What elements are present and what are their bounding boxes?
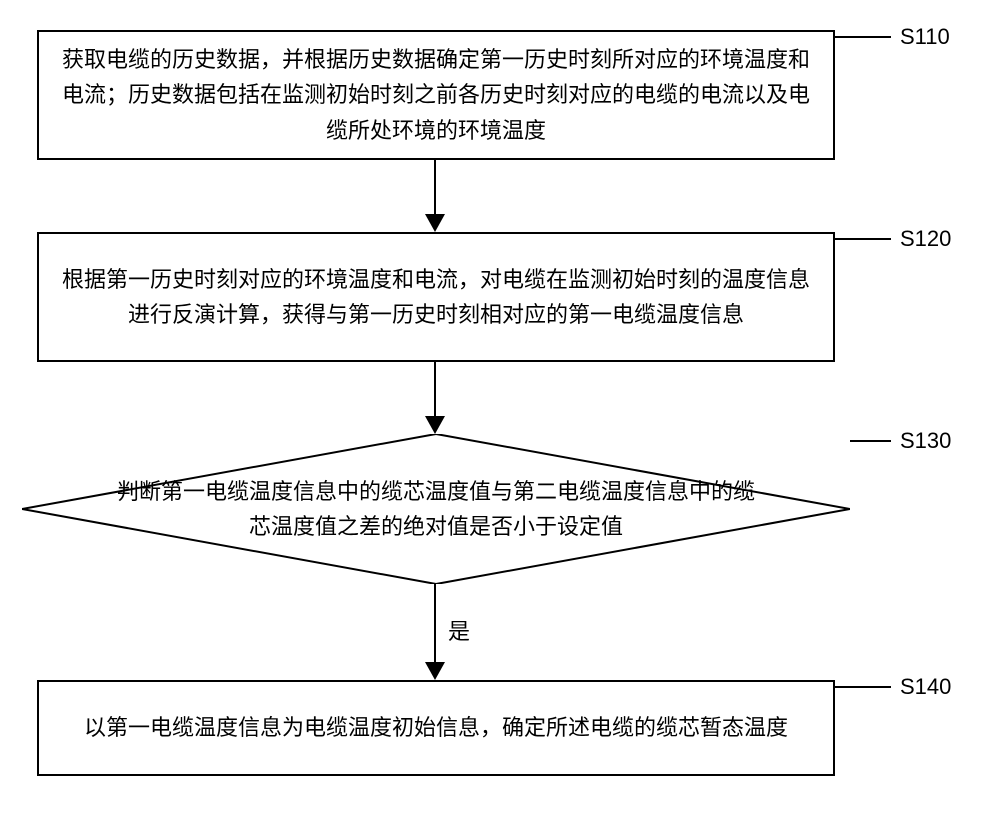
step-s140-box: 以第一电缆温度信息为电缆温度初始信息，确定所述电缆的缆芯暂态温度 xyxy=(37,680,835,776)
leader-s140 xyxy=(835,686,891,688)
arrow-1-line xyxy=(434,160,436,214)
leader-s110 xyxy=(835,36,891,38)
arrow-3-line xyxy=(434,584,436,662)
leader-s130 xyxy=(850,440,891,442)
arrow-3-head xyxy=(425,662,445,680)
step-s120-box: 根据第一历史时刻对应的环境温度和电流，对电缆在监测初始时刻的温度信息进行反演计算… xyxy=(37,232,835,362)
step-s130-diamond: 判断第一电缆温度信息中的缆芯温度值与第二电缆温度信息中的缆芯温度值之差的绝对值是… xyxy=(22,434,850,584)
step-s120-text: 根据第一历史时刻对应的环境温度和电流，对电缆在监测初始时刻的温度信息进行反演计算… xyxy=(59,262,813,332)
arrow-2-head xyxy=(425,416,445,434)
arrow-2-line xyxy=(434,362,436,416)
step-s130-text: 判断第一电缆温度信息中的缆芯温度值与第二电缆温度信息中的缆芯温度值之差的绝对值是… xyxy=(112,474,760,544)
arrow-1-head xyxy=(425,214,445,232)
label-s120: S120 xyxy=(900,226,951,252)
step-s110-text: 获取电缆的历史数据，并根据历史数据确定第一历史时刻所对应的环境温度和电流；历史数… xyxy=(59,42,813,148)
step-s110-box: 获取电缆的历史数据，并根据历史数据确定第一历史时刻所对应的环境温度和电流；历史数… xyxy=(37,30,835,160)
step-s140-text: 以第一电缆温度信息为电缆温度初始信息，确定所述电缆的缆芯暂态温度 xyxy=(84,710,788,745)
label-s140: S140 xyxy=(900,674,951,700)
label-s110: S110 xyxy=(900,24,950,50)
yes-label: 是 xyxy=(448,614,470,646)
label-s130: S130 xyxy=(900,428,951,454)
leader-s120 xyxy=(835,238,891,240)
